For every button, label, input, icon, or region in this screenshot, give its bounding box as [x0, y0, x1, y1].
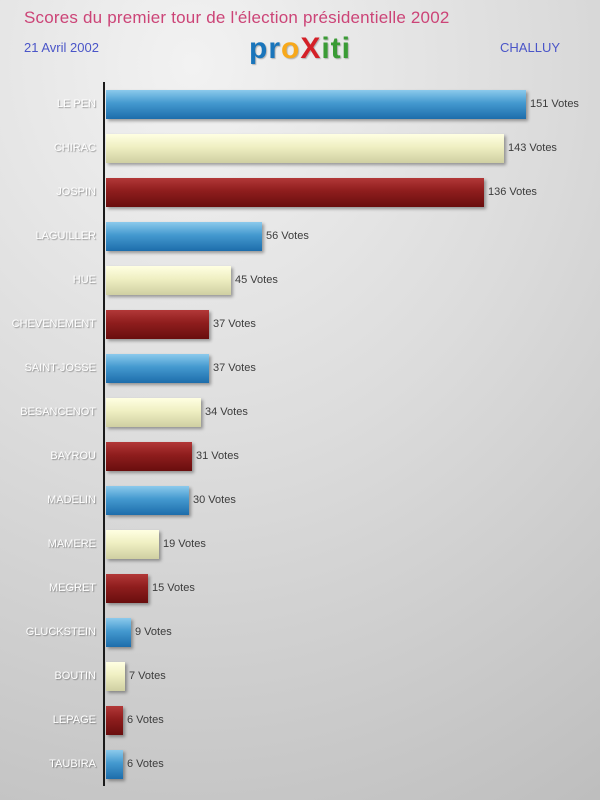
bar-value: 7 Votes: [129, 670, 166, 682]
bar-row: CHIRAC 143 Votes: [0, 126, 600, 170]
proxiti-logo: proXiti: [249, 32, 351, 66]
bar: [106, 485, 189, 515]
bar-area: 136 Votes: [103, 170, 600, 214]
bar-value: 136 Votes: [488, 186, 537, 198]
bar-value: 45 Votes: [235, 274, 278, 286]
bar-area: 143 Votes: [103, 126, 600, 170]
bar-value: 143 Votes: [508, 142, 557, 154]
bar-area: 15 Votes: [103, 566, 600, 610]
bar-chart: LE PEN 151 Votes CHIRAC 143 Votes JOSPIN…: [0, 82, 600, 786]
bar-value: 30 Votes: [193, 494, 236, 506]
bar-area: 34 Votes: [103, 390, 600, 434]
bar-area: 45 Votes: [103, 258, 600, 302]
bar-label: MEGRET: [48, 582, 96, 594]
logo-segment: o: [280, 32, 301, 65]
bar-label: HUE: [72, 274, 96, 286]
bar-row: BOUTIN 7 Votes: [0, 654, 600, 698]
bar-label: JOSPIN: [56, 186, 96, 198]
bar-value: 6 Votes: [127, 714, 164, 726]
header: Scores du premier tour de l'élection pré…: [0, 0, 600, 74]
bar-area: 37 Votes: [103, 302, 600, 346]
bar-row: MADELIN 30 Votes: [0, 478, 600, 522]
bar-label: TAUBIRA: [49, 758, 96, 770]
bar-area: 9 Votes: [103, 610, 600, 654]
bar-row: TAUBIRA 6 Votes: [0, 742, 600, 786]
bar: [106, 749, 123, 779]
bar-value: 34 Votes: [205, 406, 248, 418]
logo-segment: X: [300, 32, 322, 65]
bar-row: MAMERE 19 Votes: [0, 522, 600, 566]
bar-area: 30 Votes: [103, 478, 600, 522]
bar-area: 7 Votes: [103, 654, 600, 698]
page-title: Scores du premier tour de l'élection pré…: [24, 8, 450, 27]
location-name: CHALLUY: [500, 40, 560, 55]
bar-row: LE PEN 151 Votes: [0, 82, 600, 126]
bar-row: LEPAGE 6 Votes: [0, 698, 600, 742]
bar-value: 31 Votes: [196, 450, 239, 462]
bar-area: 6 Votes: [103, 742, 600, 786]
bar: [106, 221, 262, 251]
bar: [106, 353, 209, 383]
election-date: 21 Avril 2002: [24, 40, 99, 55]
bar-label: LAGUILLER: [35, 230, 96, 242]
bar-area: 37 Votes: [103, 346, 600, 390]
bar-row: MEGRET 15 Votes: [0, 566, 600, 610]
bar-label: MADELIN: [47, 494, 96, 506]
bar: [106, 529, 159, 559]
bar-value: 19 Votes: [163, 538, 206, 550]
bar-row: BESANCENOT 34 Votes: [0, 390, 600, 434]
bar-label: CHEVENEMENT: [11, 318, 96, 330]
bar: [106, 397, 201, 427]
bar-label: BESANCENOT: [20, 406, 96, 418]
bar: [106, 133, 504, 163]
bar-area: 151 Votes: [103, 82, 600, 126]
bar: [106, 661, 125, 691]
bar-row: JOSPIN 136 Votes: [0, 170, 600, 214]
bar: [106, 89, 526, 119]
bar: [106, 177, 484, 207]
bar-row: HUE 45 Votes: [0, 258, 600, 302]
bar-area: 19 Votes: [103, 522, 600, 566]
bar-area: 31 Votes: [103, 434, 600, 478]
bar: [106, 265, 231, 295]
bar-label: BAYROU: [50, 450, 96, 462]
bar-label: LE PEN: [56, 98, 96, 110]
bar-label: LEPAGE: [52, 714, 96, 726]
bar-row: BAYROU 31 Votes: [0, 434, 600, 478]
bar-label: MAMERE: [47, 538, 96, 550]
bar-value: 9 Votes: [135, 626, 172, 638]
bar-label: GLUCKSTEIN: [25, 626, 96, 638]
bar-row: GLUCKSTEIN 9 Votes: [0, 610, 600, 654]
bar-area: 6 Votes: [103, 698, 600, 742]
bar: [106, 705, 123, 735]
bar-value: 6 Votes: [127, 758, 164, 770]
bar-label: SAINT-JOSSE: [24, 362, 96, 374]
bar: [106, 573, 148, 603]
bar-value: 151 Votes: [530, 98, 579, 110]
bar-row: SAINT-JOSSE 37 Votes: [0, 346, 600, 390]
bar-row: LAGUILLER 56 Votes: [0, 214, 600, 258]
bar-label: BOUTIN: [54, 670, 96, 682]
bar-value: 56 Votes: [266, 230, 309, 242]
bar-label: CHIRAC: [53, 142, 96, 154]
bar: [106, 309, 209, 339]
logo-segment: iti: [321, 32, 352, 65]
logo-segment: pr: [248, 32, 281, 65]
bar-value: 37 Votes: [213, 362, 256, 374]
bar-row: CHEVENEMENT 37 Votes: [0, 302, 600, 346]
subheader: 21 Avril 2002 proXiti CHALLUY: [0, 32, 600, 74]
bar-value: 15 Votes: [152, 582, 195, 594]
bar-area: 56 Votes: [103, 214, 600, 258]
bar: [106, 617, 131, 647]
bar-value: 37 Votes: [213, 318, 256, 330]
bar: [106, 441, 192, 471]
